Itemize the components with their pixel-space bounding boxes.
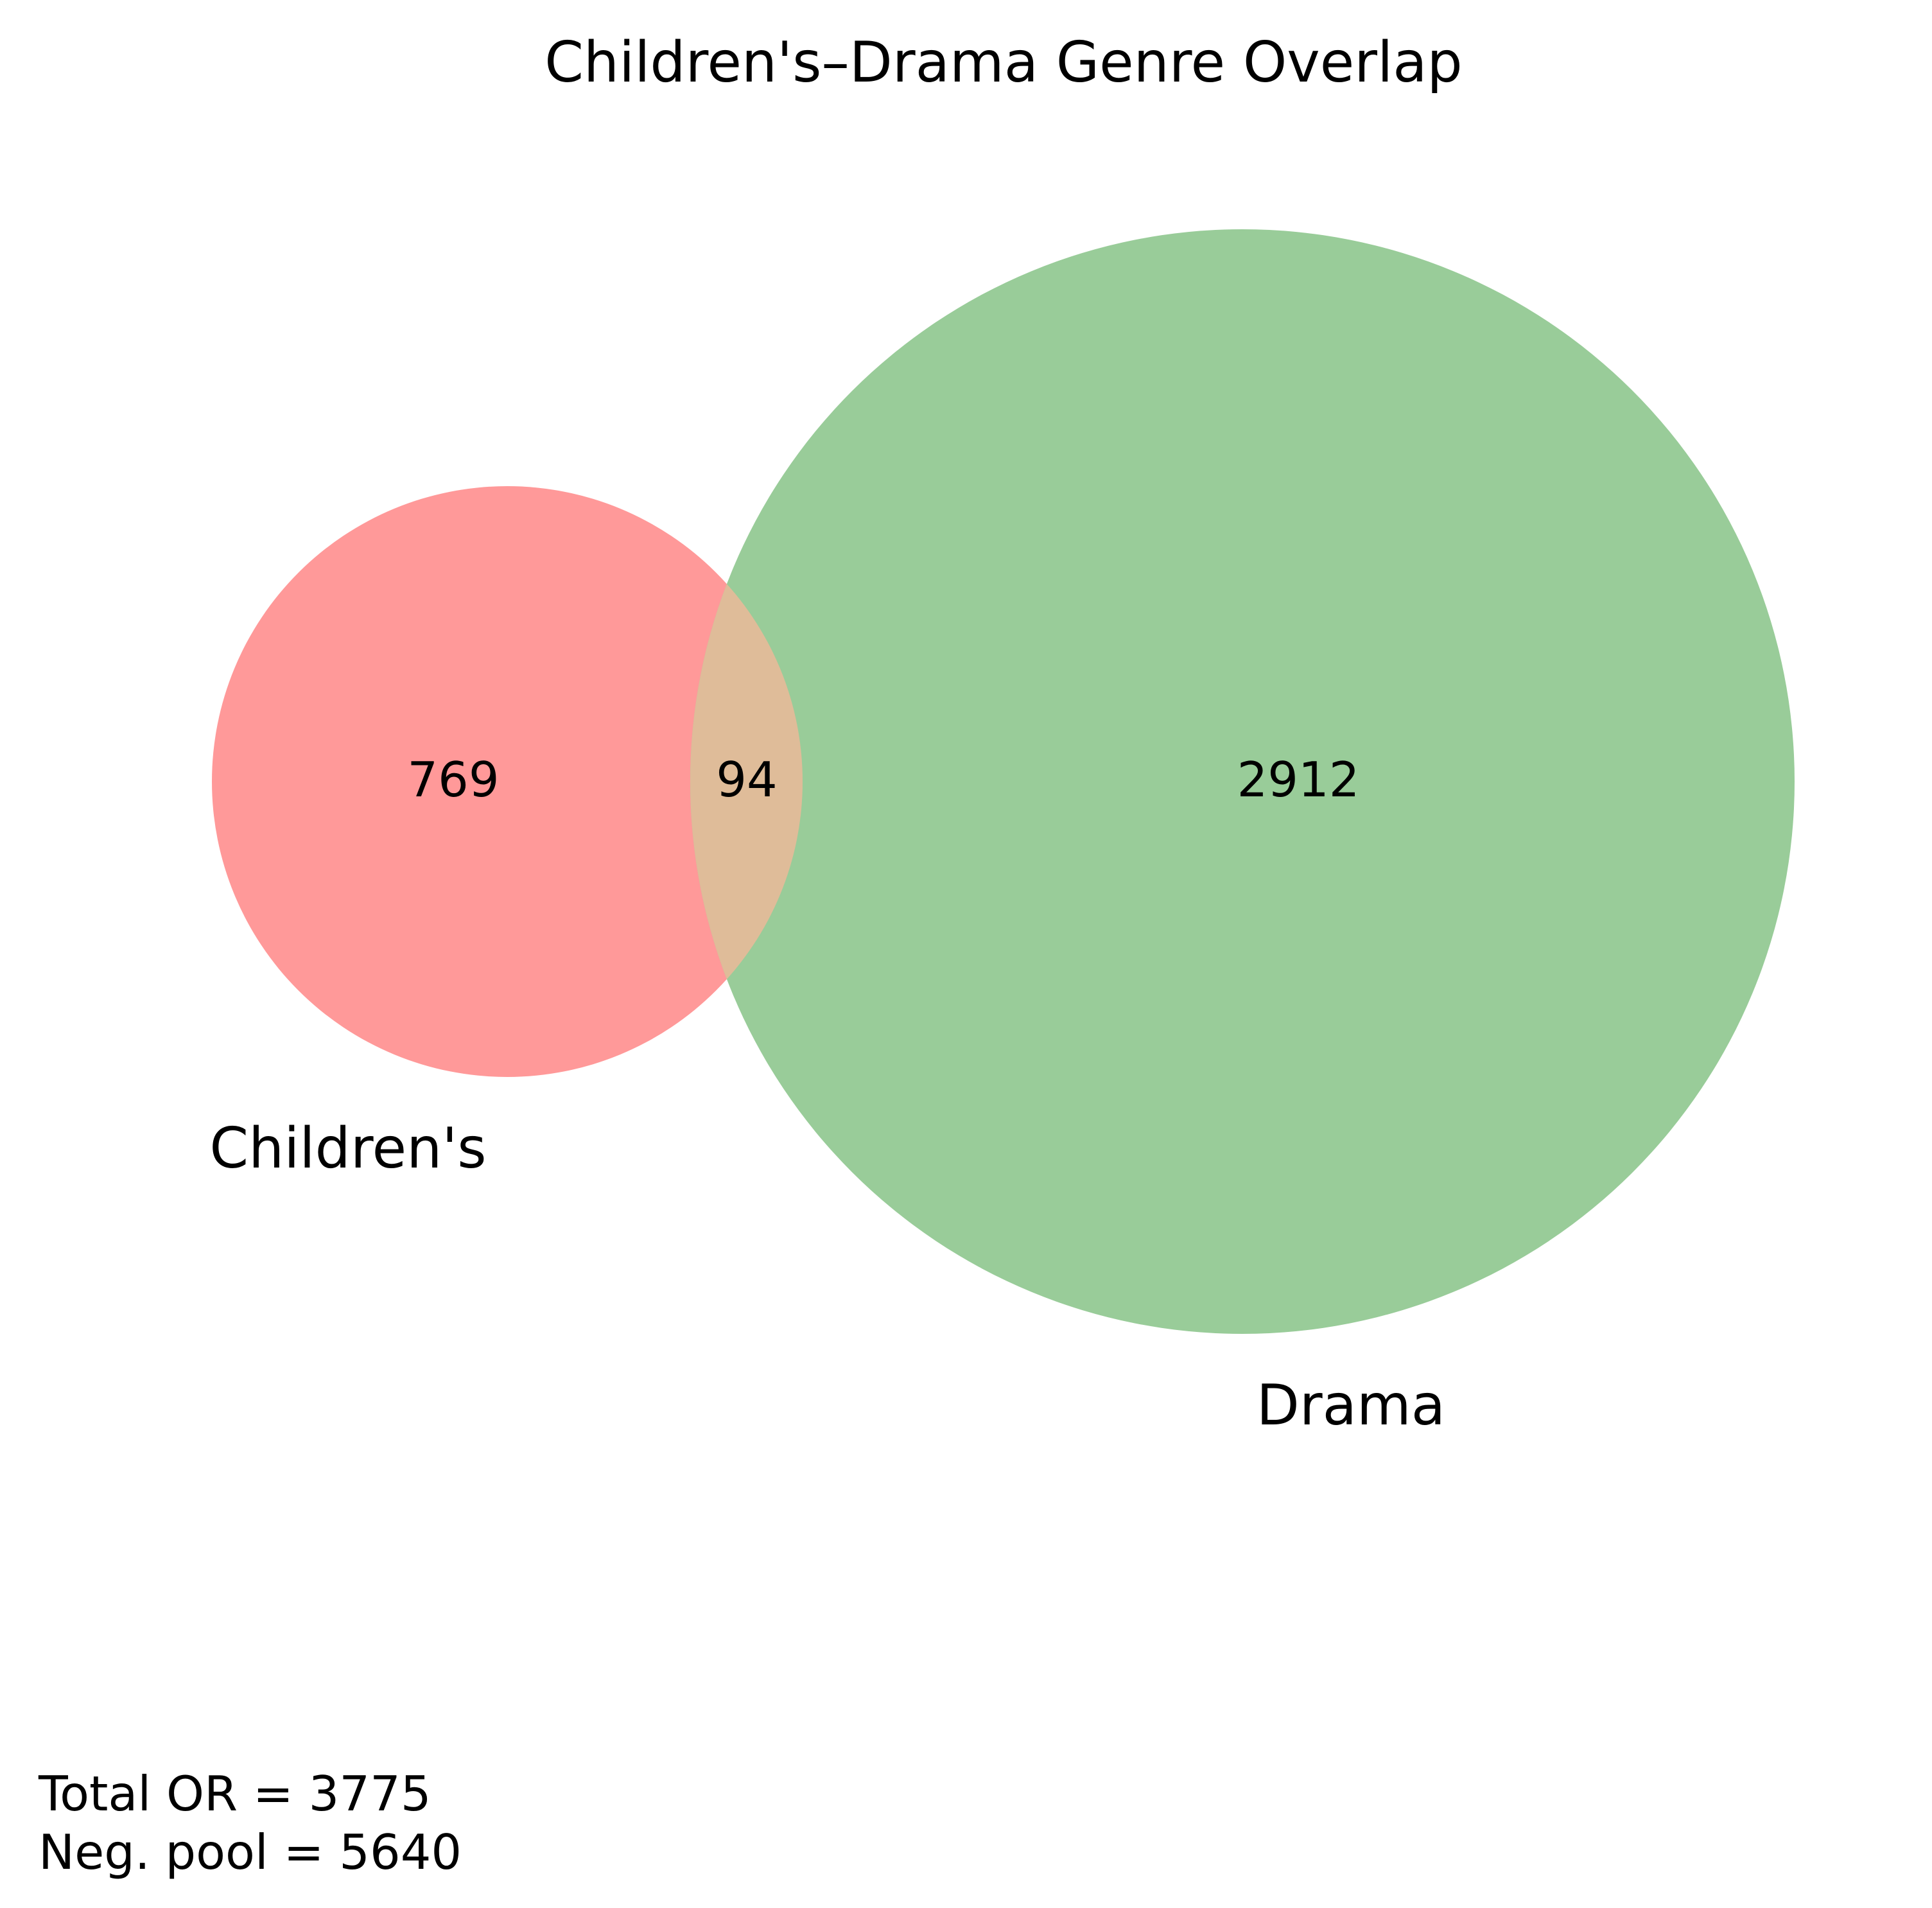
overlap-count: 94 [716, 751, 777, 808]
childrens-only-count: 769 [407, 751, 499, 808]
drama-circle [690, 229, 1795, 1334]
childrens-circle [212, 486, 803, 1077]
drama-set-label: Drama [1257, 1372, 1445, 1438]
neg-pool-annotation: Neg. pool = 5640 [39, 1824, 462, 1880]
drama-only-count: 2912 [1237, 751, 1360, 808]
total-or-annotation: Total OR = 3775 [38, 1765, 431, 1822]
childrens-set-label: Children's [209, 1116, 486, 1181]
chart-title: Children's–Drama Genre Overlap [544, 30, 1463, 95]
